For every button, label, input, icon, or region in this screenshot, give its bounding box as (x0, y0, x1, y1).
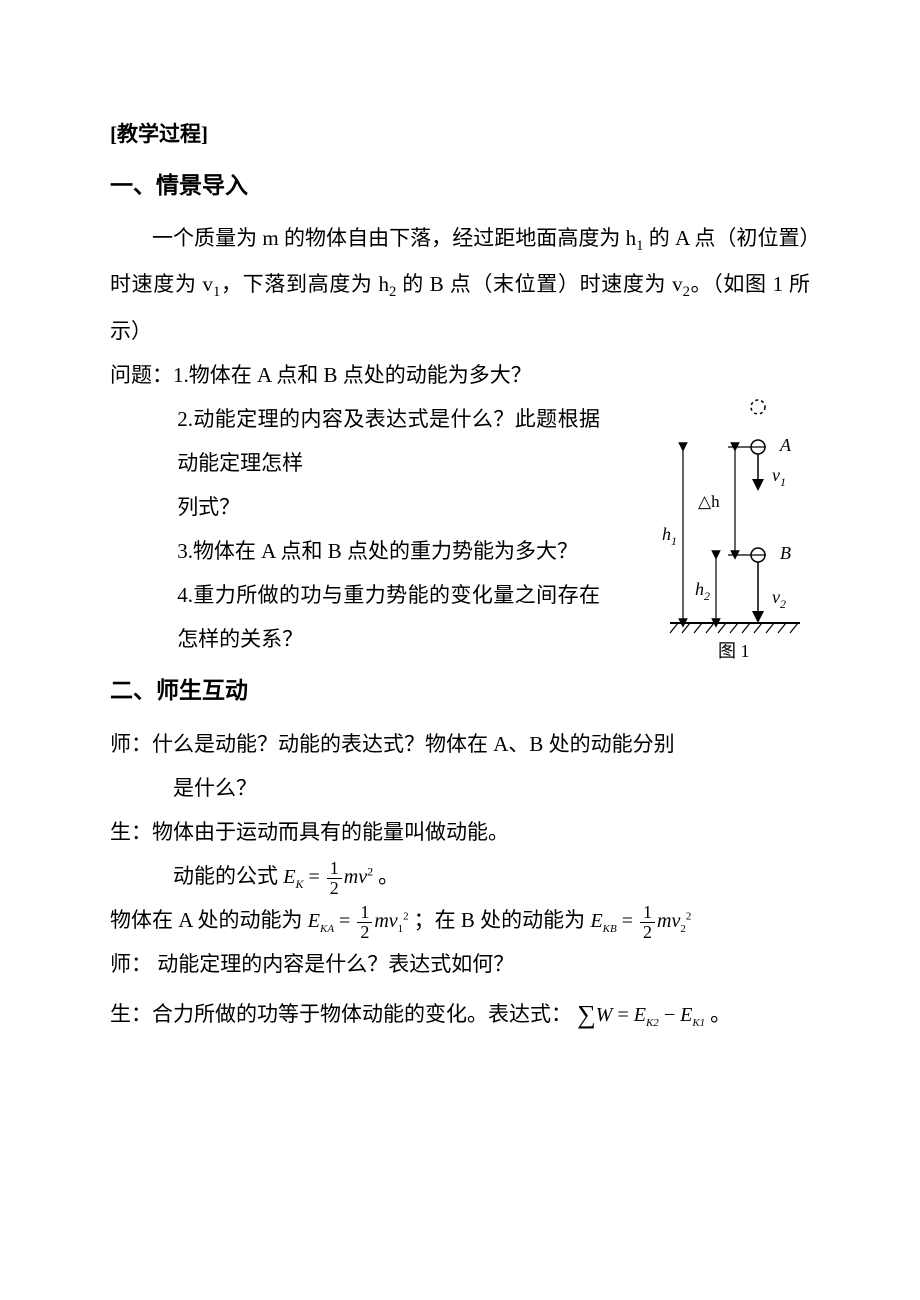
equation-work: ∑W = EK2 − EK1 (577, 1004, 710, 1026)
text: 生：合力所做的功等于物体动能的变化。表达式： (110, 1002, 572, 1026)
equation-eka: EKA = 12mv12 (308, 910, 414, 932)
subscript: 2 (683, 285, 690, 301)
question-3: 3.物体在 A 点和 B 点处的重力势能为多大？ (110, 529, 600, 573)
label-v2: v (772, 587, 780, 607)
text: 。 (378, 864, 399, 888)
equation-ekb: EKB = 12mv22 (590, 910, 691, 932)
minus: − (664, 1004, 675, 1026)
page-heading: [教学过程] (110, 112, 810, 156)
var-v: v (358, 866, 367, 888)
dialog-teacher-2: 师： 动能定理的内容是什么？表达式如何？ (110, 942, 810, 986)
label: 问题： (110, 363, 173, 387)
den: 2 (357, 923, 372, 942)
den: 2 (640, 923, 655, 942)
var-w: W (596, 1004, 613, 1026)
text: 的 B 点（末位置）时速度为 v (396, 272, 682, 296)
var-e: E (634, 1004, 646, 1026)
equals: = (308, 866, 319, 888)
dialog-teacher-1: 师：什么是动能？动能的表达式？物体在 A、B 处的动能分别 (110, 722, 810, 766)
text: 列式？ (110, 485, 600, 529)
question-2: 2.动能定理的内容及表达式是什么？此题根据动能定理怎样 (110, 397, 600, 485)
text: 1.物体在 A 点和 B 点处的动能为多大？ (173, 363, 532, 387)
var-e: E (590, 910, 602, 932)
subscript: 1 (636, 239, 643, 255)
question-4: 4.重力所做的功与重力势能的变化量之间存在怎样的关系？ (110, 573, 600, 661)
equals: = (617, 1004, 628, 1026)
text: 物体在 A 处的动能为 (110, 908, 303, 932)
den: 2 (327, 879, 342, 898)
text: 2.动能定理的内容及表达式是什么？此题根据动能定理怎样 (110, 397, 600, 485)
var-e: E (308, 910, 320, 932)
var-m: m (344, 866, 358, 888)
diagram-svg: A v1 B v2 △h (640, 395, 810, 675)
dialog-teacher-1b: 是什么？ (110, 766, 810, 810)
text: ，下落到高度为 h (220, 272, 389, 296)
var-v: v (671, 910, 680, 932)
num: 1 (327, 859, 342, 879)
equation-ek: EK = 12mv2 (283, 866, 378, 888)
text: 。 (710, 1002, 731, 1026)
dialog-student-3: 物体在 A 处的动能为 EKA = 12mv12 ；在 B 处的动能为 EKB … (110, 898, 810, 942)
label-v1: v (772, 465, 780, 485)
text: 一个质量为 m 的物体自由下落，经过距地面高度为 h (152, 226, 636, 250)
sub-k: K (295, 877, 303, 891)
text: 4.重力所做的功与重力势能的变化量之间存在怎样的关系？ (110, 573, 600, 661)
num: 1 (357, 903, 372, 923)
label-b: B (780, 543, 791, 563)
num: 1 (640, 903, 655, 923)
svg-text:h1: h1 (662, 524, 677, 548)
figure-1: A v1 B v2 △h (640, 395, 810, 675)
figure-caption: 图 1 (718, 641, 750, 661)
dialog-student-4: 生：合力所做的功等于物体动能的变化。表达式： ∑W = EK2 − EK1 。 (110, 986, 810, 1041)
text: ；在 B 处的动能为 (414, 908, 586, 932)
text: 动能的公式 (173, 864, 278, 888)
dialog-student-1: 生：物体由于运动而具有的能量叫做动能。 (110, 810, 810, 854)
label-a: A (779, 435, 792, 455)
var-e: E (680, 1004, 692, 1026)
intro-paragraph: 一个质量为 m 的物体自由下落，经过距地面高度为 h1 的 A 点（初位置）时速… (110, 216, 810, 352)
section-1-title: 一、情景导入 (110, 162, 810, 210)
text: 3.物体在 A 点和 B 点处的重力势能为多大？ (110, 529, 600, 573)
label-h2: h (695, 579, 704, 599)
var-m: m (374, 910, 388, 932)
label-dh: △h (698, 492, 720, 511)
question-1: 问题：1.物体在 A 点和 B 点处的动能为多大？ (110, 353, 810, 397)
question-2b: 列式？ (110, 485, 600, 529)
svg-text:h2: h2 (695, 579, 710, 603)
dialog-student-2: 动能的公式 EK = 12mv2 。 (110, 854, 810, 898)
svg-text:v1: v1 (772, 465, 786, 489)
svg-text:v2: v2 (772, 587, 786, 611)
label-h1: h (662, 524, 671, 544)
equals: = (339, 910, 350, 932)
var-v: v (389, 910, 398, 932)
equals: = (622, 910, 633, 932)
var-m: m (657, 910, 671, 932)
page: [教学过程] 一、情景导入 一个质量为 m 的物体自由下落，经过距地面高度为 h… (0, 0, 920, 1300)
sum-symbol: ∑ (577, 1000, 596, 1029)
var-e: E (283, 866, 295, 888)
